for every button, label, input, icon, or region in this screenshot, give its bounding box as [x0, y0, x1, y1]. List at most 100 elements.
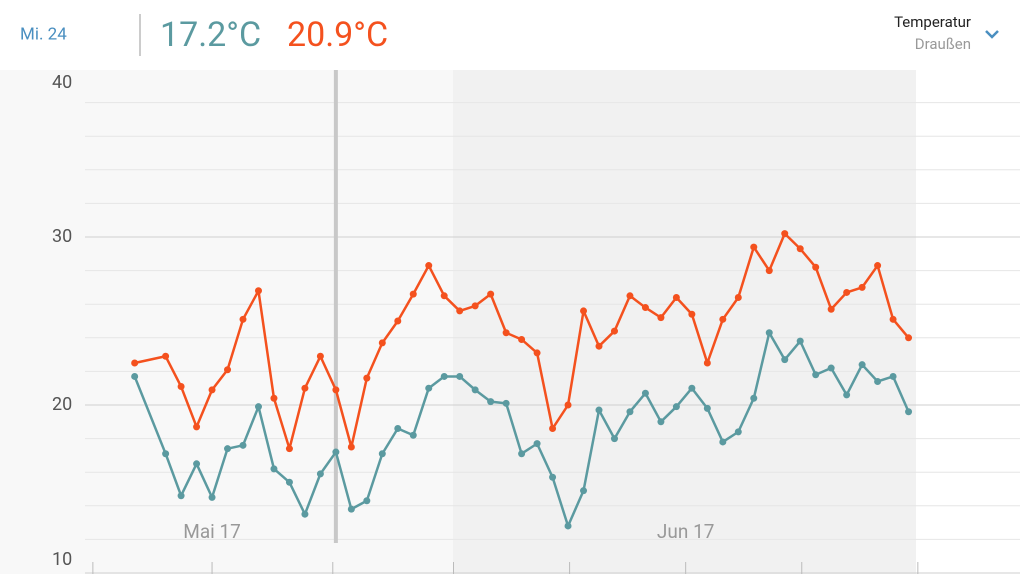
- data-point: [208, 493, 216, 501]
- data-point: [378, 339, 386, 347]
- data-point: [208, 386, 216, 394]
- data-point: [394, 317, 402, 325]
- data-point: [610, 435, 618, 443]
- data-point: [703, 359, 711, 367]
- data-point: [734, 293, 742, 301]
- data-point: [332, 386, 340, 394]
- data-point: [765, 329, 773, 337]
- y-tick-label: 10: [52, 549, 72, 570]
- data-point: [812, 371, 820, 379]
- data-point: [610, 327, 618, 335]
- data-point: [440, 372, 448, 380]
- data-point: [162, 450, 170, 458]
- header-bg: [0, 0, 1020, 70]
- data-point: [471, 302, 479, 310]
- data-point: [750, 243, 758, 251]
- date[interactable]: Mi. 24: [20, 24, 67, 44]
- data-point: [703, 404, 711, 412]
- data-point: [549, 425, 557, 433]
- month-band: [453, 70, 916, 574]
- data-point: [580, 307, 588, 315]
- data-point: [378, 450, 386, 458]
- data-point: [409, 290, 417, 298]
- data-point: [487, 290, 495, 298]
- data-point: [193, 460, 201, 468]
- x-tick-label: Mai 17: [183, 520, 241, 543]
- y-tick-label: 20: [52, 394, 72, 415]
- data-point: [363, 374, 371, 382]
- data-point: [239, 441, 247, 449]
- data-point: [657, 418, 665, 426]
- data-point: [858, 361, 866, 369]
- data-point: [672, 293, 680, 301]
- data-point: [518, 335, 526, 343]
- data-point: [905, 408, 913, 416]
- data-point: [641, 389, 649, 397]
- selector-subtitle[interactable]: Draußen: [915, 35, 971, 53]
- data-point: [874, 262, 882, 270]
- data-point: [827, 305, 835, 313]
- data-point: [254, 287, 262, 295]
- data-point: [224, 366, 232, 374]
- data-point: [347, 505, 355, 513]
- data-point: [471, 386, 479, 394]
- data-point: [131, 359, 139, 367]
- data-point: [502, 399, 510, 407]
- data-point: [456, 372, 464, 380]
- data-point: [672, 403, 680, 411]
- data-point: [533, 349, 541, 357]
- data-point: [765, 267, 773, 275]
- data-point: [456, 307, 464, 315]
- data-point: [595, 406, 603, 414]
- data-point: [254, 403, 262, 411]
- data-point: [394, 425, 402, 433]
- data-point: [626, 408, 634, 416]
- data-point: [858, 283, 866, 291]
- x-tick-label: Jun 17: [657, 520, 715, 543]
- data-point: [409, 431, 417, 439]
- data-point: [177, 492, 185, 500]
- data-point: [301, 510, 309, 518]
- data-point: [874, 377, 882, 385]
- data-point: [425, 262, 433, 270]
- data-point: [316, 352, 324, 360]
- data-point: [316, 470, 324, 478]
- data-point: [657, 314, 665, 322]
- series-line: [134, 232, 910, 450]
- data-point: [905, 334, 913, 342]
- data-point: [131, 372, 139, 380]
- data-point: [285, 445, 293, 453]
- data-point: [270, 394, 278, 402]
- data-point: [626, 292, 634, 300]
- data-point: [270, 465, 278, 473]
- data-point: [827, 364, 835, 372]
- data-point: [301, 384, 309, 392]
- data-point: [595, 342, 603, 350]
- data-point: [285, 478, 293, 486]
- data-point: [425, 384, 433, 392]
- data-point: [719, 315, 727, 323]
- data-point: [580, 487, 588, 495]
- data-point: [812, 263, 820, 271]
- data-point: [177, 383, 185, 391]
- data-point: [518, 450, 526, 458]
- data-point: [502, 329, 510, 337]
- data-point: [719, 438, 727, 446]
- data-point: [193, 423, 201, 431]
- data-point: [781, 356, 789, 364]
- data-point: [734, 428, 742, 436]
- y-tick-label: 40: [52, 72, 72, 93]
- data-point: [564, 522, 572, 530]
- data-point: [332, 448, 340, 456]
- data-point: [487, 398, 495, 406]
- data-point: [440, 292, 448, 300]
- data-point: [347, 443, 355, 451]
- selector-title[interactable]: Temperatur: [894, 13, 971, 31]
- data-point: [533, 440, 541, 448]
- data-point: [781, 230, 789, 238]
- dropdown-icon[interactable]: [985, 30, 999, 39]
- data-point: [889, 372, 897, 380]
- data-point: [363, 497, 371, 505]
- data-point: [889, 315, 897, 323]
